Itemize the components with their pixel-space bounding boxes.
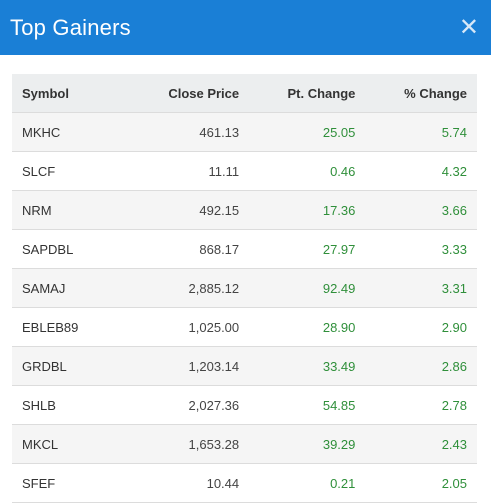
column-header-pct-change[interactable]: % Change — [365, 74, 477, 113]
cell-symbol: MKCL — [12, 424, 124, 464]
cell-pct-change: 2.86 — [365, 346, 477, 386]
cell-pct-change: 2.90 — [365, 307, 477, 347]
cell-pct-change: 3.66 — [365, 190, 477, 230]
cell-symbol: SAPDBL — [12, 229, 124, 269]
cell-pct-change: 5.74 — [365, 112, 477, 152]
cell-pt-change: 54.85 — [249, 385, 366, 425]
table-row[interactable]: GRDBL 1,203.14 33.49 2.86 — [12, 346, 477, 386]
table-row[interactable]: NRM 492.15 17.36 3.66 — [12, 190, 477, 230]
cell-symbol: MKHC — [12, 112, 124, 152]
cell-pt-change: 39.29 — [249, 424, 366, 464]
table-row[interactable]: SAMAJ 2,885.12 92.49 3.31 — [12, 268, 477, 308]
cell-symbol: SLCF — [12, 151, 124, 191]
cell-symbol: SFEF — [12, 463, 124, 503]
cell-pct-change: 2.05 — [365, 463, 477, 503]
cell-symbol: NRM — [12, 190, 124, 230]
cell-pt-change: 92.49 — [249, 268, 366, 308]
table-row[interactable]: SFEF 10.44 0.21 2.05 — [12, 463, 477, 503]
table-header-row: Symbol Close Price Pt. Change % Change — [12, 74, 477, 113]
cell-pt-change: 17.36 — [249, 190, 366, 230]
cell-pct-change: 4.32 — [365, 151, 477, 191]
cell-close-price: 11.11 — [123, 151, 250, 191]
cell-close-price: 2,027.36 — [123, 385, 250, 425]
table-row[interactable]: MKHC 461.13 25.05 5.74 — [12, 112, 477, 152]
column-header-pt-change[interactable]: Pt. Change — [249, 74, 366, 113]
cell-symbol: GRDBL — [12, 346, 124, 386]
table-row[interactable]: MKCL 1,653.28 39.29 2.43 — [12, 424, 477, 464]
cell-pt-change: 28.90 — [249, 307, 366, 347]
close-icon[interactable]: ✕ — [458, 13, 479, 41]
gainers-table: Symbol Close Price Pt. Change % Change M… — [12, 74, 477, 503]
cell-close-price: 492.15 — [123, 190, 250, 230]
cell-pct-change: 2.43 — [365, 424, 477, 464]
cell-close-price: 1,025.00 — [123, 307, 250, 347]
cell-pt-change: 25.05 — [249, 112, 366, 152]
cell-symbol: SHLB — [12, 385, 124, 425]
cell-pt-change: 27.97 — [249, 229, 366, 269]
table-row[interactable]: SLCF 11.11 0.46 4.32 — [12, 151, 477, 191]
cell-close-price: 1,653.28 — [123, 424, 250, 464]
table-row[interactable]: SHLB 2,027.36 54.85 2.78 — [12, 385, 477, 425]
cell-symbol: EBLEB89 — [12, 307, 124, 347]
cell-pct-change: 2.78 — [365, 385, 477, 425]
table-row[interactable]: EBLEB89 1,025.00 28.90 2.90 — [12, 307, 477, 347]
cell-close-price: 1,203.14 — [123, 346, 250, 386]
cell-pt-change: 33.49 — [249, 346, 366, 386]
modal-header: Top Gainers ✕ — [0, 0, 491, 55]
cell-close-price: 461.13 — [123, 112, 250, 152]
cell-symbol: SAMAJ — [12, 268, 124, 308]
table-row[interactable]: SAPDBL 868.17 27.97 3.33 — [12, 229, 477, 269]
cell-pct-change: 3.33 — [365, 229, 477, 269]
gainers-table-container: Symbol Close Price Pt. Change % Change M… — [12, 74, 477, 503]
cell-close-price: 10.44 — [123, 463, 250, 503]
modal-title: Top Gainers — [10, 14, 131, 40]
cell-pt-change: 0.46 — [249, 151, 366, 191]
column-header-symbol[interactable]: Symbol — [12, 74, 124, 113]
column-header-close-price[interactable]: Close Price — [123, 74, 250, 113]
cell-close-price: 2,885.12 — [123, 268, 250, 308]
cell-close-price: 868.17 — [123, 229, 250, 269]
cell-pt-change: 0.21 — [249, 463, 366, 503]
cell-pct-change: 3.31 — [365, 268, 477, 308]
